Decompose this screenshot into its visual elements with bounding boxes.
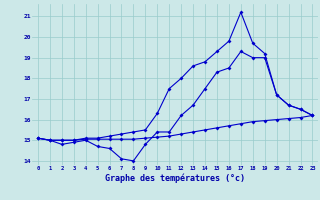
X-axis label: Graphe des températures (°c): Graphe des températures (°c) xyxy=(105,174,245,183)
